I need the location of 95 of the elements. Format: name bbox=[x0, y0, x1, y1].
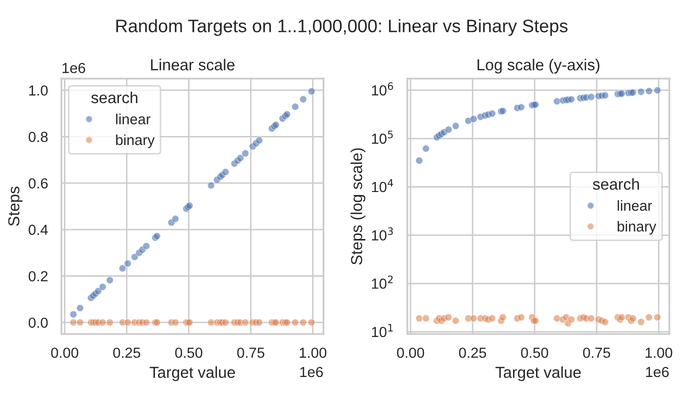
y-tick-label: 10$^{2}$ bbox=[372, 276, 393, 289]
y-tick-label: 10$^{4}$ bbox=[372, 179, 394, 192]
point bbox=[444, 314, 452, 322]
legend-title: search bbox=[91, 92, 138, 104]
point bbox=[98, 283, 106, 291]
point bbox=[444, 126, 452, 134]
x-tick-label: 0.25 bbox=[113, 348, 140, 358]
point bbox=[106, 276, 114, 284]
point bbox=[76, 304, 84, 312]
point bbox=[172, 318, 180, 326]
point bbox=[488, 110, 496, 118]
point bbox=[587, 314, 595, 322]
y-tick-label: 1.0 bbox=[29, 85, 48, 96]
point bbox=[645, 87, 653, 95]
legend-label: linear bbox=[618, 200, 652, 211]
point bbox=[654, 86, 662, 94]
point bbox=[242, 150, 250, 158]
point bbox=[499, 314, 507, 322]
y-axis-title: Steps (log scale) bbox=[350, 148, 366, 265]
point bbox=[308, 318, 316, 326]
text: 1e6 bbox=[300, 366, 323, 378]
point bbox=[76, 318, 84, 326]
chart-title: Log scale (y-axis) bbox=[478, 58, 600, 74]
x-tick-label: 0.00 bbox=[396, 348, 424, 358]
y-tick-label: 0.8 bbox=[28, 132, 48, 142]
point bbox=[645, 314, 653, 322]
y-tick-label: 0.0 bbox=[28, 318, 48, 328]
y-tick-label: 0.4 bbox=[28, 224, 48, 235]
point bbox=[255, 136, 263, 144]
text: 1e6 bbox=[646, 366, 669, 378]
x-tick-label: 0.50 bbox=[521, 348, 548, 358]
x-tick-label: 0.25 bbox=[459, 348, 486, 358]
point bbox=[142, 242, 150, 250]
point bbox=[637, 88, 645, 96]
y-tick-label: 10$^{1}$ bbox=[372, 324, 393, 338]
point bbox=[308, 88, 316, 96]
legend-label: binary bbox=[618, 220, 656, 234]
point bbox=[452, 122, 460, 130]
point bbox=[106, 318, 114, 326]
point bbox=[291, 318, 299, 326]
point bbox=[470, 115, 478, 123]
point bbox=[124, 318, 132, 326]
point bbox=[601, 92, 609, 100]
point bbox=[517, 103, 525, 111]
point bbox=[415, 156, 423, 164]
point bbox=[452, 316, 460, 324]
point bbox=[517, 314, 525, 322]
point bbox=[299, 96, 307, 104]
legend-label: binary bbox=[116, 134, 155, 148]
y-tick-label: 0.2 bbox=[28, 271, 48, 282]
point bbox=[142, 318, 150, 326]
point bbox=[587, 93, 595, 101]
point bbox=[70, 310, 78, 318]
x-tick-label: 0.75 bbox=[237, 348, 264, 358]
x-tick-label: 0.00 bbox=[51, 348, 78, 358]
point bbox=[236, 154, 244, 162]
y-tick-label: 10$^{5}$ bbox=[372, 130, 393, 144]
point bbox=[291, 102, 299, 110]
y-tick-label: 0.6 bbox=[28, 178, 48, 189]
point bbox=[255, 318, 263, 326]
point bbox=[118, 264, 126, 272]
point bbox=[172, 215, 180, 223]
point bbox=[422, 144, 430, 152]
point bbox=[422, 314, 430, 322]
text: Random Targets on 1..1,000,000: Linear vs Binary Steps bbox=[116, 19, 568, 36]
x-tick-label: 0.50 bbox=[175, 348, 202, 358]
legend-title: search bbox=[592, 178, 639, 190]
point bbox=[70, 318, 78, 326]
point bbox=[415, 314, 423, 322]
x-axis-title: Target value bbox=[150, 366, 235, 382]
point bbox=[242, 318, 250, 326]
point bbox=[222, 318, 230, 326]
point bbox=[637, 318, 645, 326]
point bbox=[124, 260, 132, 268]
point bbox=[654, 314, 662, 322]
y-axis-title: Steps bbox=[8, 186, 23, 226]
point bbox=[470, 314, 478, 322]
point bbox=[568, 316, 576, 324]
point bbox=[299, 318, 307, 326]
x-tick-label: 0.75 bbox=[583, 348, 610, 358]
point bbox=[94, 287, 102, 295]
point bbox=[98, 318, 106, 326]
point bbox=[601, 318, 609, 326]
x-tick-label: 1.00 bbox=[646, 348, 672, 358]
x-axis-title: Target value bbox=[496, 366, 581, 382]
point bbox=[207, 182, 215, 190]
chart-title: Linear scale bbox=[151, 58, 234, 70]
legend-label: linear bbox=[116, 114, 150, 124]
point bbox=[568, 96, 576, 104]
x-tick-label: 1.00 bbox=[300, 348, 326, 358]
y-tick-label: 10$^{6}$ bbox=[372, 82, 394, 96]
point bbox=[488, 314, 496, 322]
y-tick-label: 10$^{3}$ bbox=[372, 227, 393, 240]
point bbox=[222, 168, 230, 176]
text: 1e6 bbox=[62, 62, 86, 74]
